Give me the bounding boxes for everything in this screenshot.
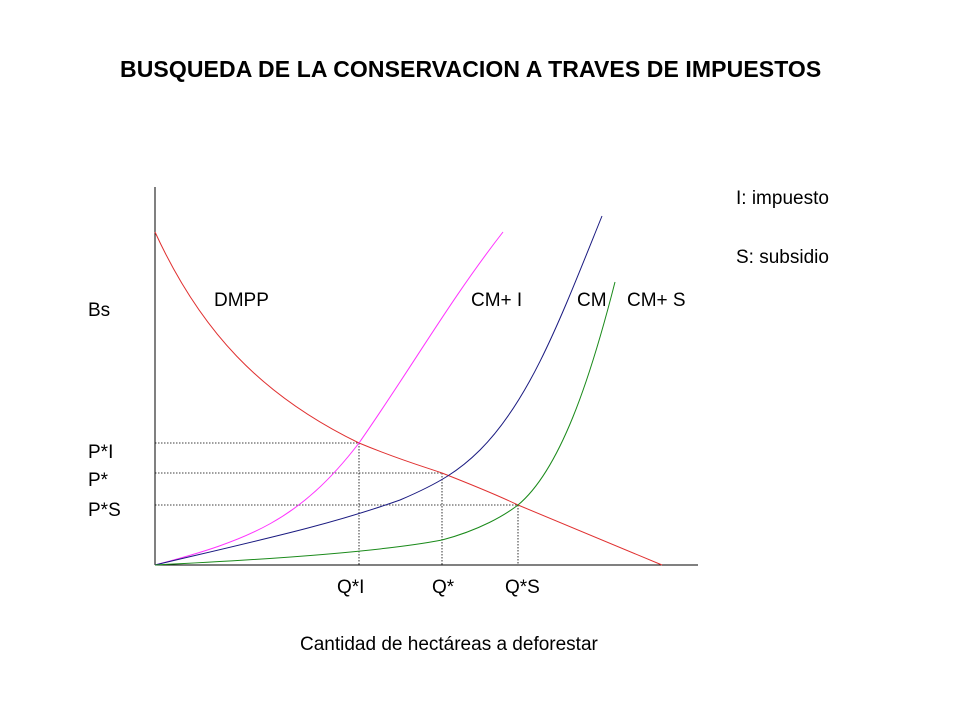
demand-curve-label: DMPP (214, 290, 269, 311)
quantity-label-base: Q* (432, 577, 455, 598)
cost-curve (154, 215, 603, 566)
page-title: BUSQUEDA DE LA CONSERVACION A TRAVES DE … (120, 56, 822, 82)
price-label-subsidy: P*S (88, 500, 121, 521)
y-axis-label: Bs (88, 300, 110, 321)
price-label-tax: P*I (88, 442, 113, 463)
quantity-label-subsidy: Q*S (505, 577, 540, 598)
cost-subsidy-curve (154, 281, 616, 566)
x-axis-label: Cantidad de hectáreas a deforestar (300, 634, 598, 655)
cost-tax-curve (154, 231, 504, 566)
cost-curve-label: CM (577, 290, 607, 311)
demand-curve (154, 231, 663, 566)
quantity-label-tax: Q*I (337, 577, 364, 598)
cost-tax-curve-label: CM+ I (471, 290, 522, 311)
cost-subsidy-curve-label: CM+ S (627, 290, 686, 311)
legend-tax: I: impuesto (736, 188, 829, 209)
legend-subsidy: S: subsidio (736, 247, 829, 268)
price-label-base: P* (88, 470, 109, 491)
guide-lines (155, 442, 519, 565)
